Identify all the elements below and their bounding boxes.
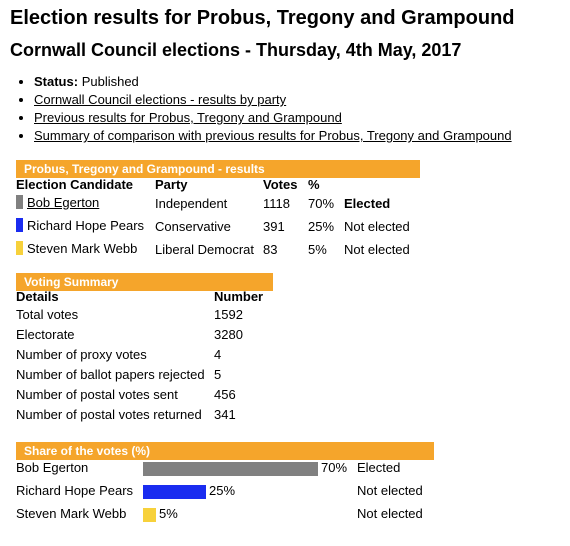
col-details: Details [16, 289, 59, 304]
detail-label: Number of ballot papers rejected [16, 366, 205, 382]
table-row: Steven Mark Webb Liberal Democrat 83 5% … [16, 238, 434, 261]
status-cell: Not elected [344, 242, 410, 257]
status-cell: Elected [344, 196, 391, 211]
table-row: Number of postal votes returned 341 [16, 404, 274, 424]
votes-cell: 83 [263, 242, 278, 257]
candidate-name: Richard Hope Pears [27, 217, 145, 233]
results-table: Election Candidate Party Votes % Bob Ege… [16, 177, 434, 261]
votes-cell: 1118 [263, 196, 290, 211]
voting-summary-heading: Voting Summary [16, 273, 273, 291]
detail-value: 341 [214, 406, 236, 422]
share-row: Steven Mark Webb 5% Not elected [16, 506, 536, 529]
detail-value: 3280 [214, 326, 243, 342]
col-number: Number [214, 289, 264, 304]
share-candidate-name: Steven Mark Webb [16, 506, 127, 521]
results-heading: Probus, Tregony and Grampound - results [16, 160, 420, 178]
share-pct-label: 25% [209, 483, 236, 498]
share-candidate-name: Richard Hope Pears [16, 483, 134, 498]
detail-value: 5 [214, 366, 222, 382]
status-item: Status: Published [34, 73, 512, 91]
status-label: Status: [34, 74, 79, 89]
pct-cell: 5% [308, 242, 327, 257]
candidate-link[interactable]: Bob Egerton [27, 194, 100, 210]
votes-cell: 391 [263, 219, 285, 234]
results-header-row: Election Candidate Party Votes % [16, 177, 434, 192]
share-chart: Bob Egerton 70% Elected Richard Hope Pea… [16, 460, 536, 529]
status-value: Published [81, 74, 139, 89]
share-bar [143, 485, 206, 499]
voting-summary-table: Details Number Total votes 1592 Electorat… [16, 290, 274, 424]
table-row: Number of postal votes sent 456 [16, 384, 274, 404]
table-row: Total votes 1592 [16, 304, 274, 324]
detail-value: 4 [214, 346, 222, 362]
status-cell: Not elected [344, 219, 410, 234]
share-candidate-name: Bob Egerton [16, 460, 89, 475]
party-color-swatch [16, 241, 23, 256]
link-item: Summary of comparison with previous resu… [34, 127, 512, 145]
col-votes: Votes [263, 177, 298, 192]
table-row: Number of ballot papers rejected 5 [16, 364, 274, 384]
detail-label: Number of postal votes sent [16, 386, 178, 402]
link-item: Previous results for Probus, Tregony and… [34, 109, 512, 127]
link-item: Cornwall Council elections - results by … [34, 91, 512, 109]
party-cell: Independent [155, 196, 228, 211]
share-pct-label: 5% [159, 506, 178, 521]
share-status: Not elected [357, 506, 423, 521]
detail-label: Number of proxy votes [16, 346, 147, 362]
share-pct-label: 70% [321, 460, 348, 475]
table-row: Electorate 3280 [16, 324, 274, 344]
col-pct: % [308, 177, 320, 192]
share-row: Bob Egerton 70% Elected [16, 460, 536, 483]
col-status [344, 177, 434, 192]
candidate-name: Steven Mark Webb [27, 240, 138, 256]
detail-value: 456 [214, 386, 236, 402]
share-status: Elected [357, 460, 401, 475]
share-heading: Share of the votes (%) [16, 442, 434, 460]
page-title: Election results for Probus, Tregony and… [10, 7, 515, 29]
share-row: Richard Hope Pears 25% Not elected [16, 483, 536, 506]
pct-cell: 25% [308, 219, 335, 234]
share-bar [143, 508, 156, 522]
share-bar [143, 462, 318, 476]
detail-label: Total votes [16, 306, 79, 322]
detail-label: Number of postal votes returned [16, 406, 202, 422]
col-candidate: Election Candidate [16, 177, 134, 192]
link-previous-results[interactable]: Previous results for Probus, Tregony and… [34, 110, 342, 125]
link-comparison-summary[interactable]: Summary of comparison with previous resu… [34, 128, 512, 143]
detail-value: 1592 [214, 306, 243, 322]
link-results-by-party[interactable]: Cornwall Council elections - results by … [34, 92, 287, 107]
party-cell: Conservative [155, 219, 231, 234]
info-list: Status: Published Cornwall Council elect… [0, 73, 512, 145]
party-cell: Liberal Democrat [155, 242, 254, 257]
table-row: Number of proxy votes 4 [16, 344, 274, 364]
table-row: Richard Hope Pears Conservative 391 25% … [16, 215, 434, 238]
party-color-swatch [16, 195, 23, 210]
pct-cell: 70% [308, 196, 335, 211]
page-subtitle: Cornwall Council elections - Thursday, 4… [10, 40, 462, 60]
col-party: Party [155, 177, 188, 192]
table-row: Bob Egerton Independent 1118 70% Elected [16, 192, 434, 215]
party-color-swatch [16, 218, 23, 233]
summary-header-row: Details Number [16, 290, 274, 304]
detail-label: Electorate [16, 326, 75, 342]
share-status: Not elected [357, 483, 423, 498]
